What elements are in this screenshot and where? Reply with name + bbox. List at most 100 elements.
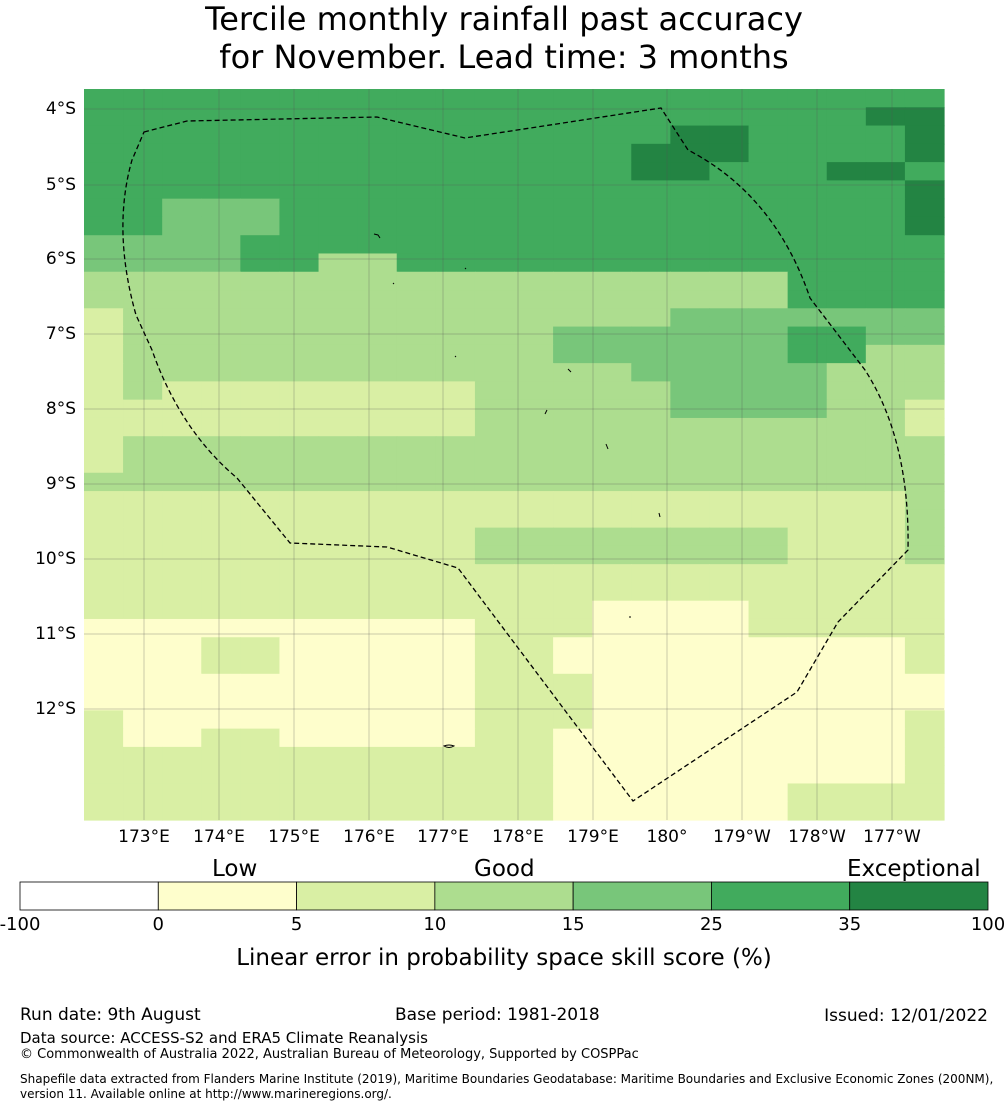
map-cell xyxy=(787,180,828,200)
map-cell xyxy=(240,363,281,383)
map-cell xyxy=(84,125,124,145)
map-cell xyxy=(553,710,593,730)
map-cell xyxy=(826,436,867,456)
map-cell xyxy=(474,89,515,108)
map-cell xyxy=(162,582,202,602)
category-label-low: Low xyxy=(212,856,258,882)
map-cell xyxy=(84,143,124,163)
map-cell xyxy=(435,125,476,145)
map-cell xyxy=(553,290,593,309)
map-cell xyxy=(84,527,124,547)
map-cell xyxy=(279,710,320,730)
map-cell xyxy=(435,491,476,510)
map-cell xyxy=(592,527,632,547)
map-cell xyxy=(787,290,828,309)
map-cell xyxy=(826,162,867,181)
map-cell xyxy=(631,509,671,529)
map-cell xyxy=(670,125,711,145)
map-cell xyxy=(240,491,281,510)
map-cell xyxy=(357,381,398,401)
map-cell xyxy=(865,454,906,474)
map-cell xyxy=(787,235,828,255)
map-cell xyxy=(748,655,789,675)
map-cell xyxy=(435,326,476,346)
map-cell xyxy=(553,216,593,236)
map-cell xyxy=(201,271,241,291)
issued-date: Issued: 12/01/2022 xyxy=(824,1006,988,1026)
map-cell xyxy=(279,162,320,181)
map-cell xyxy=(357,637,398,657)
map-cell xyxy=(84,290,124,309)
map-cell xyxy=(318,180,359,200)
map-cell xyxy=(474,198,515,218)
map-cell xyxy=(279,344,320,364)
map-cell xyxy=(318,618,359,638)
map-cell xyxy=(553,271,593,291)
map-cell xyxy=(826,216,867,236)
map-cell xyxy=(318,545,359,565)
map-cell xyxy=(865,198,906,218)
map-cell xyxy=(514,125,554,145)
latitude-label: 12°S xyxy=(35,699,76,719)
map-cell xyxy=(357,600,398,620)
map-cell xyxy=(123,600,163,620)
map-cell xyxy=(123,564,163,584)
map-cell xyxy=(826,381,867,401)
map-cell xyxy=(84,436,124,456)
map-cell xyxy=(553,618,593,638)
map-cell xyxy=(279,89,320,108)
map-cell xyxy=(631,637,671,657)
map-cell xyxy=(670,180,711,200)
map-cell xyxy=(514,600,554,620)
map-cell xyxy=(631,198,671,218)
map-cell xyxy=(318,509,359,529)
map-cell xyxy=(514,344,554,364)
map-cell xyxy=(787,436,828,456)
map-cell xyxy=(396,637,437,657)
map-cell xyxy=(904,89,945,108)
map-cell xyxy=(592,618,632,638)
map-cell xyxy=(553,162,593,181)
map-cell xyxy=(123,509,163,529)
map-cell xyxy=(748,692,789,711)
map-cell xyxy=(748,417,789,437)
map-cell xyxy=(904,509,945,529)
map-cell xyxy=(826,454,867,474)
map-cell xyxy=(240,582,281,602)
map-cell xyxy=(748,545,789,565)
map-cell xyxy=(357,472,398,492)
map-cell xyxy=(553,198,593,218)
map-cell xyxy=(670,107,711,127)
map-cell xyxy=(787,509,828,529)
map-cell xyxy=(904,198,945,218)
map-cell xyxy=(748,801,789,821)
map-cell xyxy=(631,216,671,236)
map-cell xyxy=(435,582,476,602)
map-cell xyxy=(318,107,359,127)
map-cell xyxy=(865,89,906,108)
map-cell xyxy=(162,253,202,273)
map-cell xyxy=(826,564,867,584)
map-cell xyxy=(748,564,789,584)
map-cell xyxy=(123,673,163,693)
map-cell xyxy=(865,765,906,785)
map-cell xyxy=(201,801,241,821)
map-cell xyxy=(318,290,359,309)
map-cell xyxy=(279,107,320,127)
map-cell xyxy=(904,235,945,255)
map-cell xyxy=(435,637,476,657)
map-cell xyxy=(435,746,476,766)
latitude-label: 6°S xyxy=(45,249,76,269)
map-cell xyxy=(396,509,437,529)
map-cell xyxy=(787,271,828,291)
map-cell xyxy=(553,728,593,748)
map-cell xyxy=(631,746,671,766)
island xyxy=(544,409,548,415)
map-cell xyxy=(592,107,632,127)
map-cell xyxy=(201,143,241,163)
map-cell xyxy=(514,454,554,474)
map-cell xyxy=(162,801,202,821)
island xyxy=(392,282,395,285)
map-cell xyxy=(592,655,632,675)
map-cell xyxy=(357,308,398,328)
